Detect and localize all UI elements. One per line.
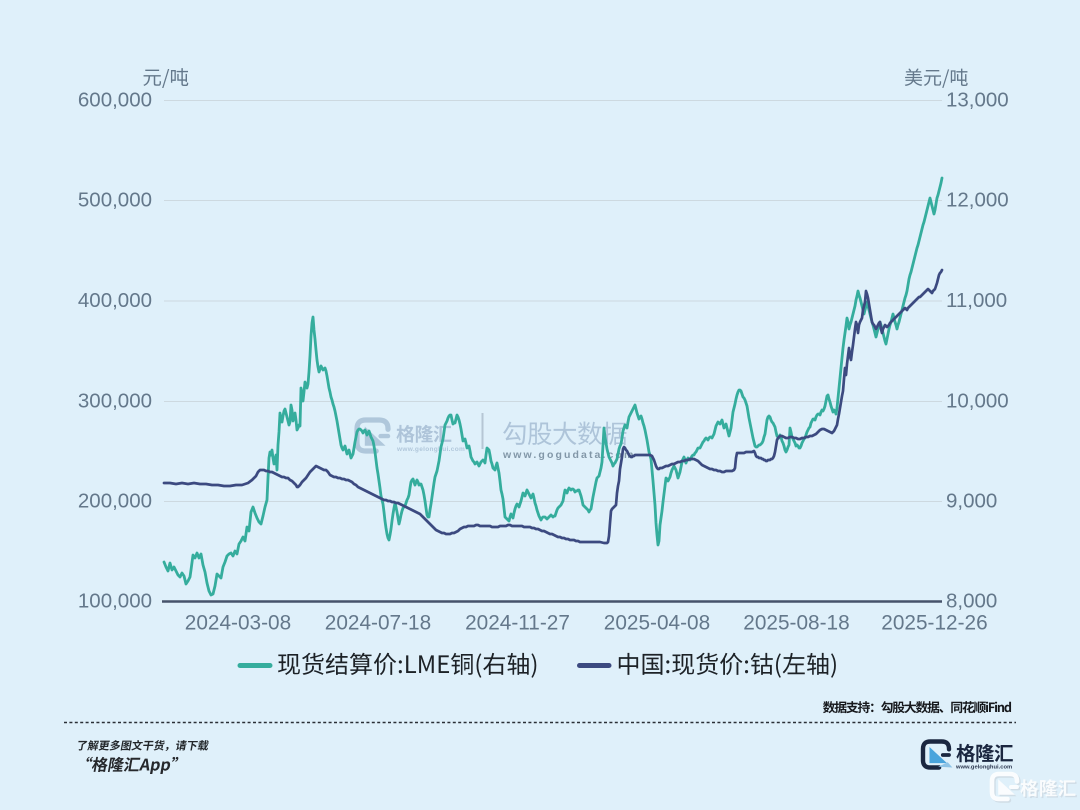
svg-text:100,000: 100,000 xyxy=(78,590,152,613)
svg-text:12,000: 12,000 xyxy=(946,189,1009,212)
svg-text:300,000: 300,000 xyxy=(78,390,152,413)
svg-text:500,000: 500,000 xyxy=(78,189,152,212)
svg-text:2024-11-27: 2024-11-27 xyxy=(465,612,570,635)
svg-text:9,000: 9,000 xyxy=(946,490,997,513)
svg-text:2025-04-08: 2025-04-08 xyxy=(604,612,710,635)
svg-text:2024-07-18: 2024-07-18 xyxy=(325,612,431,635)
svg-text:13,000: 13,000 xyxy=(946,89,1009,112)
svg-text:11,000: 11,000 xyxy=(946,289,1007,312)
svg-text:www.gogudata.com: www.gogudata.com xyxy=(502,449,635,461)
svg-text:10,000: 10,000 xyxy=(946,390,1009,413)
svg-text:8,000: 8,000 xyxy=(946,590,997,613)
svg-text:2024-03-08: 2024-03-08 xyxy=(185,612,291,635)
svg-text:2025-12-26: 2025-12-26 xyxy=(881,612,987,635)
svg-text:2025-08-18: 2025-08-18 xyxy=(743,612,849,635)
svg-text:200,000: 200,000 xyxy=(78,490,152,513)
svg-text:400,000: 400,000 xyxy=(78,289,152,312)
svg-text:www.gelonghui.com: www.gelonghui.com xyxy=(955,765,1012,771)
svg-text:www.gelonghui.com: www.gelonghui.com xyxy=(396,446,465,453)
svg-text:600,000: 600,000 xyxy=(78,89,152,112)
